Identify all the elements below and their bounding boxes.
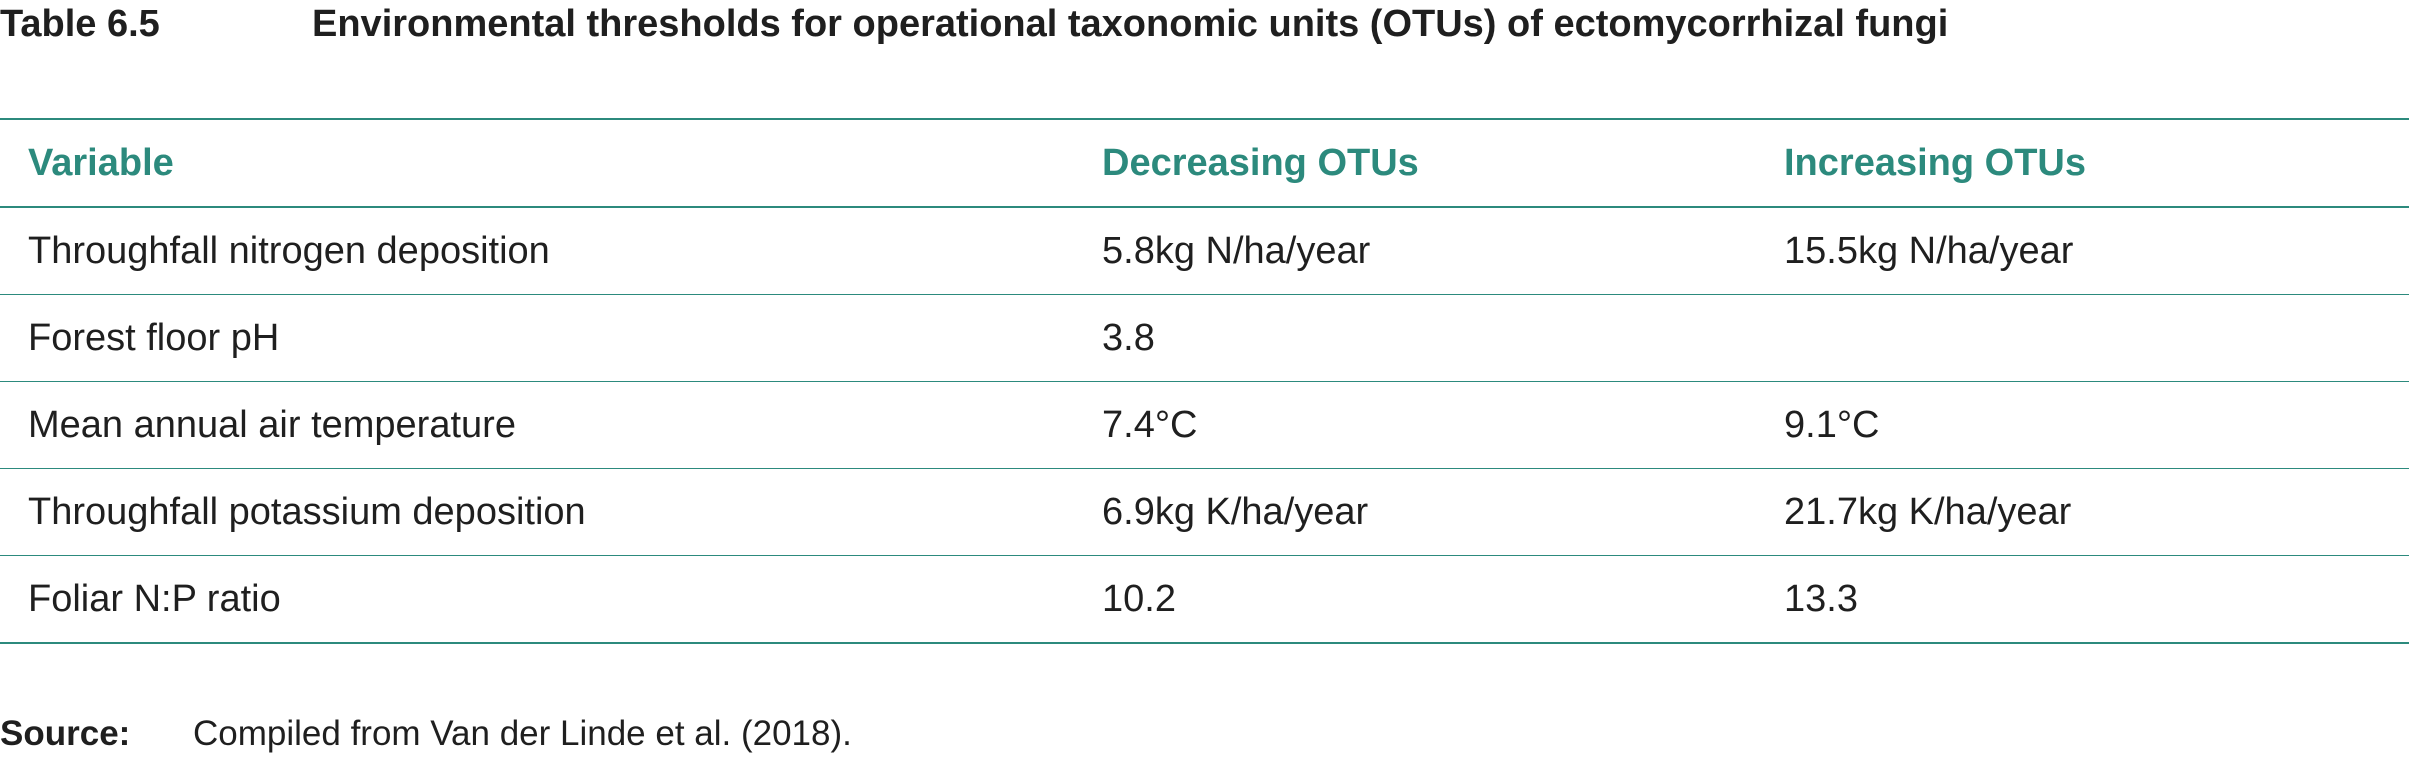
header-decreasing-otus: Decreasing OTUs [1102,141,1419,184]
cell-increasing [1756,295,2409,382]
table-number: Table 6.5 [0,2,160,45]
cell-decreasing: 10.2 [1102,577,1176,620]
source-text: Compiled from Van der Linde et al. (2018… [193,714,852,753]
table-row: Throughfall potassium deposition 6.9kg K… [0,469,2409,556]
thresholds-table-container: Variable Decreasing OTUs Increasing OTUs… [0,118,2409,644]
cell-variable: Throughfall potassium deposition [28,490,586,533]
table-title: Environmental thresholds for operational… [312,2,1949,45]
cell-increasing: 13.3 [1784,577,1858,620]
table-row: Throughfall nitrogen deposition 5.8kg N/… [0,207,2409,295]
header-increasing-otus: Increasing OTUs [1784,141,2086,184]
source-label: Source: [0,714,131,753]
cell-decreasing: 5.8kg N/ha/year [1102,229,1371,272]
cell-decreasing: 7.4°C [1102,403,1198,446]
cell-increasing: 21.7kg K/ha/year [1784,490,2072,533]
table-row: Forest floor pH 3.8 [0,295,2409,382]
table-row: Foliar N:P ratio 10.2 13.3 [0,556,2409,643]
cell-increasing: 15.5kg N/ha/year [1784,229,2074,272]
cell-decreasing: 3.8 [1102,316,1155,359]
header-variable: Variable [28,141,174,184]
header-row: Variable Decreasing OTUs Increasing OTUs [0,119,2409,207]
table-row: Mean annual air temperature 7.4°C 9.1°C [0,382,2409,469]
cell-variable: Foliar N:P ratio [28,577,281,620]
cell-variable: Mean annual air temperature [28,403,516,446]
cell-variable: Forest floor pH [28,316,280,359]
source-note: Source: Compiled from Van der Linde et a… [0,712,852,756]
cell-decreasing: 6.9kg K/ha/year [1102,490,1369,533]
table-caption: Table 6.5 Environmental thresholds for o… [0,0,1948,48]
cell-increasing: 9.1°C [1784,403,1880,446]
thresholds-table: Variable Decreasing OTUs Increasing OTUs… [0,118,2409,644]
cell-variable: Throughfall nitrogen deposition [28,229,550,272]
